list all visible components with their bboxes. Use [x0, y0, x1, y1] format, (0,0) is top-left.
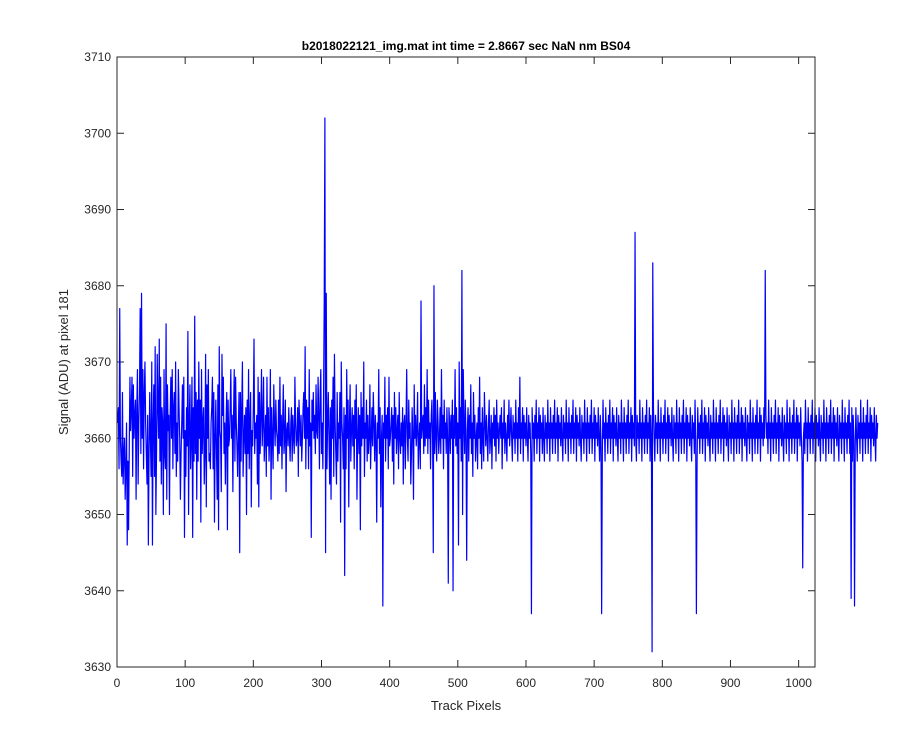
x-tick-label: 800 — [652, 676, 672, 690]
y-tick-labels: 3630 3640 3650 3660 3670 3680 3690 3700 3710 — [84, 50, 111, 674]
x-tick-label: 600 — [516, 676, 536, 690]
series-group — [117, 117, 879, 653]
x-tick-label: 100 — [175, 676, 195, 690]
x-tick-label: 700 — [584, 676, 604, 690]
y-tick-label: 3700 — [84, 126, 111, 140]
plot-area — [117, 57, 815, 667]
y-tick-label: 3630 — [84, 660, 111, 674]
y-tick-label: 3660 — [84, 431, 111, 445]
y-tick-label: 3690 — [84, 203, 111, 217]
x-axis-label: Track Pixels — [431, 698, 502, 713]
y-tick-label: 3650 — [84, 508, 111, 522]
x-tick-label: 1000 — [785, 676, 812, 690]
x-tick-label: 400 — [380, 676, 400, 690]
x-tick-labels: 0 100 200 300 400 500 600 700 800 900 1000 — [114, 676, 813, 690]
x-tick-label: 0 — [114, 676, 121, 690]
signal-series-line — [117, 117, 879, 653]
x-tick-label: 300 — [311, 676, 331, 690]
y-tick-label: 3640 — [84, 584, 111, 598]
y-tick-label: 3710 — [84, 50, 111, 64]
y-axis-label: Signal (ADU) at pixel 181 — [56, 289, 71, 435]
chart-title: b2018022121_img.mat int time = 2.8667 se… — [302, 39, 631, 53]
y-tick-label: 3670 — [84, 355, 111, 369]
axes-box — [116, 56, 816, 668]
x-tick-label: 900 — [720, 676, 740, 690]
y-tick-label: 3680 — [84, 279, 111, 293]
x-tick-label: 500 — [448, 676, 468, 690]
x-tick-label: 200 — [243, 676, 263, 690]
